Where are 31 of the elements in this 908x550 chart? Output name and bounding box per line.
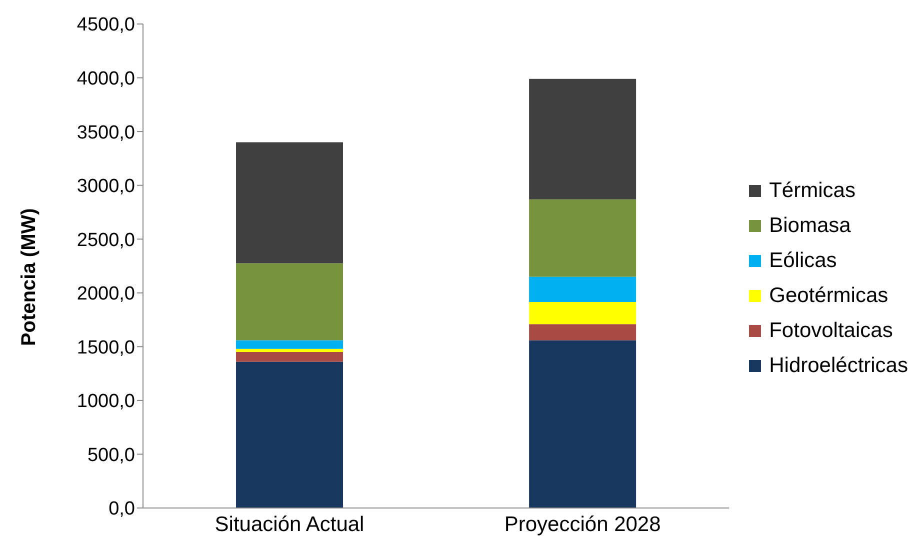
bar	[236, 142, 343, 264]
bar	[529, 78, 636, 200]
y-tick-label: 4500,0	[76, 14, 135, 36]
legend-label: Geotérmicas	[769, 284, 888, 308]
y-axis-title: Potencia (MW)	[18, 208, 40, 346]
bar	[236, 348, 343, 352]
bar	[529, 302, 636, 324]
legend-label: Fotovoltaicas	[769, 318, 893, 342]
bar	[529, 276, 636, 302]
legend-label: Térmicas	[769, 178, 856, 202]
bar	[236, 352, 343, 362]
bar	[236, 362, 343, 508]
y-tick-label: 500,0	[87, 444, 135, 466]
legend-label: Biomasa	[769, 214, 851, 238]
y-tick-label: 1000,0	[76, 391, 135, 412]
x-tick-label: Proyección 2028	[504, 512, 661, 536]
bar	[236, 263, 343, 340]
y-tick-label: 3000,0	[76, 176, 135, 198]
y-tick-label: 3500,0	[76, 122, 135, 144]
y-tick-label: 0,0	[108, 498, 135, 520]
y-tick-label: 2000,0	[76, 284, 135, 305]
legend-label: Eólicas	[769, 248, 837, 272]
y-tick-label: 1500,0	[76, 337, 135, 358]
y-tick-label: 2500,0	[76, 230, 135, 251]
y-tick-label: 4000,0	[76, 68, 135, 90]
bar	[529, 199, 636, 277]
x-tick-label: Situación Actual	[214, 512, 364, 536]
legend-label: Hidroeléctricas	[769, 354, 908, 378]
bar	[236, 340, 343, 349]
bar	[529, 340, 636, 508]
bar	[529, 324, 636, 340]
